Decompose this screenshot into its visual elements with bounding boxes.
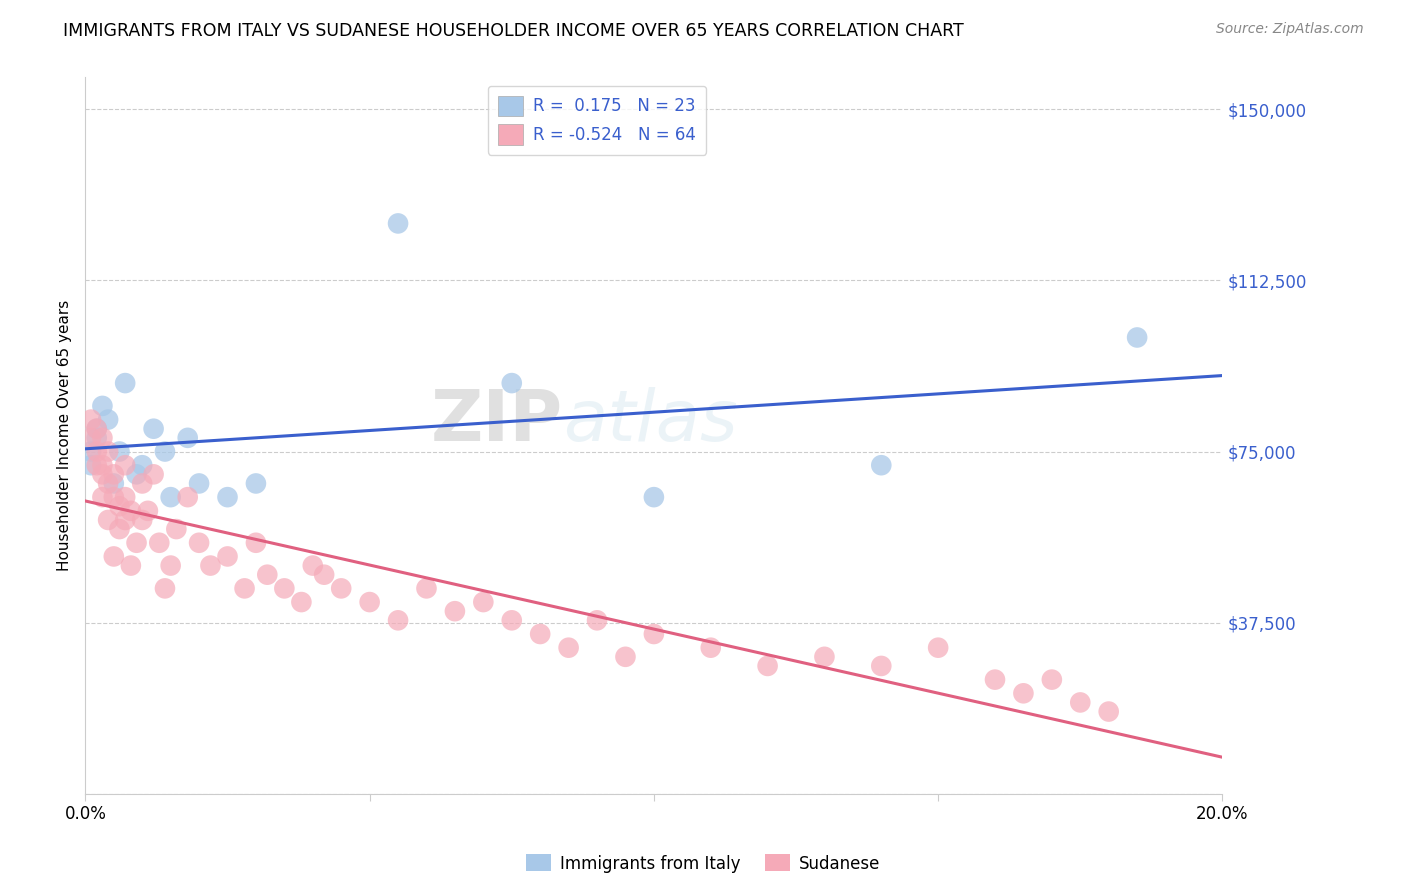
Point (756, 659, 779, 673)
Point (148, 535, 170, 549)
Point (103, 549, 125, 564)
Point (217, 549, 239, 564)
Point (103, 467, 125, 482)
Point (103, 490, 125, 504)
Point (91, 431, 114, 445)
Point (557, 640, 579, 655)
Text: ZIP: ZIP (430, 387, 562, 456)
Point (131, 513, 153, 527)
Point (586, 613, 609, 627)
Point (177, 431, 200, 445)
Point (80, 458, 103, 473)
Point (217, 490, 239, 504)
Point (114, 513, 136, 527)
Point (472, 595, 495, 609)
Point (153, 444, 176, 458)
Point (91, 467, 114, 482)
Point (643, 490, 665, 504)
Point (330, 582, 353, 596)
Point (359, 595, 381, 609)
Point (387, 216, 409, 230)
Point (108, 500, 131, 514)
Point (233, 582, 256, 596)
Point (501, 376, 523, 390)
Point (927, 640, 949, 655)
Point (86, 431, 108, 445)
Point (256, 567, 278, 582)
Point (97, 412, 120, 426)
Point (165, 522, 187, 536)
Point (290, 595, 312, 609)
Legend: R =  0.175   N = 23, R = -0.524   N = 64: R = 0.175 N = 23, R = -0.524 N = 64 (488, 86, 706, 155)
Point (120, 558, 142, 573)
Point (108, 522, 131, 536)
Legend: Immigrants from Italy, Sudanese: Immigrants from Italy, Sudanese (520, 847, 886, 880)
Point (142, 467, 165, 482)
Point (80, 444, 103, 458)
Point (415, 582, 437, 596)
Point (1098, 705, 1121, 719)
Point (188, 535, 211, 549)
Point (97, 476, 120, 491)
Y-axis label: Householder Income Over 65 years: Householder Income Over 65 years (58, 300, 72, 571)
Point (142, 422, 165, 436)
Point (97, 444, 120, 458)
Point (114, 490, 136, 504)
Point (643, 627, 665, 641)
Point (80, 412, 103, 426)
Point (1069, 695, 1091, 709)
Point (1040, 673, 1063, 687)
Text: Source: ZipAtlas.com: Source: ZipAtlas.com (1216, 22, 1364, 37)
Point (1012, 686, 1035, 700)
Point (529, 627, 551, 641)
Point (188, 476, 211, 491)
Point (86, 444, 108, 458)
Point (614, 649, 637, 664)
Point (131, 476, 153, 491)
Point (91, 458, 114, 473)
Point (301, 558, 323, 573)
Point (103, 476, 125, 491)
Text: IMMIGRANTS FROM ITALY VS SUDANESE HOUSEHOLDER INCOME OVER 65 YEARS CORRELATION C: IMMIGRANTS FROM ITALY VS SUDANESE HOUSEH… (63, 22, 965, 40)
Point (131, 458, 153, 473)
Point (159, 490, 181, 504)
Point (387, 613, 409, 627)
Point (86, 458, 108, 473)
Text: atlas: atlas (562, 387, 738, 456)
Point (200, 558, 222, 573)
Point (177, 490, 200, 504)
Point (501, 613, 523, 627)
Point (125, 535, 148, 549)
Point (114, 376, 136, 390)
Point (108, 444, 131, 458)
Point (80, 431, 103, 445)
Point (125, 467, 148, 482)
Point (314, 567, 336, 582)
Point (273, 582, 295, 596)
Point (159, 558, 181, 573)
Point (120, 504, 142, 518)
Point (1126, 330, 1149, 344)
Point (86, 422, 108, 436)
Point (245, 535, 267, 549)
Point (86, 422, 108, 436)
Point (91, 399, 114, 413)
Point (984, 673, 1007, 687)
Point (245, 476, 267, 491)
Point (870, 659, 893, 673)
Point (114, 458, 136, 473)
Point (813, 649, 835, 664)
Point (91, 490, 114, 504)
Point (700, 640, 723, 655)
Point (870, 458, 893, 473)
Point (136, 504, 159, 518)
Point (153, 582, 176, 596)
Point (97, 513, 120, 527)
Point (444, 604, 467, 618)
